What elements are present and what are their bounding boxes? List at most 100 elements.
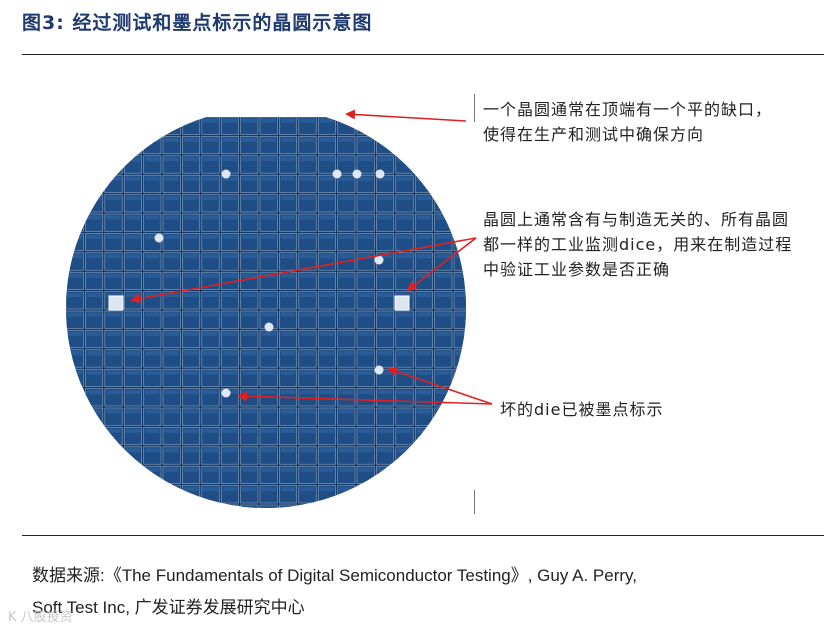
die-highlight: [300, 215, 315, 220]
die-highlight: [455, 312, 467, 317]
die-highlight: [377, 331, 393, 336]
die-highlight: [319, 157, 335, 162]
die-highlight: [377, 196, 393, 201]
die-highlight: [261, 196, 276, 201]
die-highlight: [203, 293, 218, 298]
die-highlight: [300, 234, 315, 239]
die-highlight: [436, 273, 451, 278]
die-highlight: [436, 351, 451, 356]
die-highlight: [300, 312, 315, 317]
die-highlight: [319, 409, 335, 414]
notch-arrow: [345, 109, 467, 122]
die-highlight: [339, 293, 354, 298]
die-highlight: [242, 254, 257, 259]
die-highlight: [300, 176, 315, 181]
die-highlight: [145, 234, 160, 239]
die-highlight: [222, 157, 238, 162]
bad-die-arrow-top: [387, 366, 493, 405]
die-highlight: [261, 390, 276, 395]
die-highlight: [183, 196, 199, 201]
test-die: [394, 295, 410, 311]
die-highlight: [125, 234, 141, 239]
die-highlight: [377, 215, 393, 220]
wafer-diagram: [65, 109, 493, 508]
die-highlight: [145, 215, 160, 220]
ink-dot: [374, 255, 384, 265]
die-highlight: [86, 370, 102, 375]
die-highlight: [164, 448, 179, 453]
die-highlight: [145, 293, 160, 298]
die-highlight: [319, 428, 335, 433]
die-highlight: [203, 448, 218, 453]
die-highlight: [261, 293, 276, 298]
die-highlight: [222, 467, 238, 472]
ink-dot: [374, 365, 384, 375]
figure-title: 图3: 经过测试和墨点标示的晶圆示意图: [22, 12, 373, 34]
die-highlight: [377, 448, 393, 453]
die-highlight: [319, 351, 335, 356]
die-highlight: [67, 234, 82, 239]
die-highlight: [145, 196, 160, 201]
die-highlight: [436, 234, 451, 239]
die-highlight: [222, 118, 238, 123]
arrows: [130, 109, 493, 405]
die-highlight: [242, 196, 257, 201]
test-die-arrow-right: [406, 237, 477, 292]
die-highlight: [261, 331, 276, 336]
die: [65, 213, 84, 232]
die-highlight: [203, 506, 218, 508]
die-highlight: [86, 215, 102, 220]
annotation-test-dice: 晶圆上通常含有与制造无关的、所有晶圆都一样的工业监测dice，用来在制造过程中验…: [483, 210, 793, 279]
die-highlight: [222, 215, 238, 220]
die-highlight: [261, 215, 276, 220]
die-highlight: [280, 506, 296, 508]
die-highlight: [106, 312, 121, 317]
die-highlight: [183, 428, 199, 433]
die-highlight: [261, 157, 276, 162]
die-highlight: [358, 137, 373, 142]
annotation-notch: 一个晶圆通常在顶端有一个平的缺口，使得在生产和测试中确保方向: [483, 100, 773, 144]
die-highlight: [203, 234, 218, 239]
die-highlight: [319, 254, 335, 259]
die-highlight: [242, 487, 257, 492]
die-highlight: [397, 137, 412, 142]
die-highlight: [106, 273, 121, 278]
die-highlight: [339, 254, 354, 259]
die-highlight: [358, 196, 373, 201]
die-highlight: [242, 409, 257, 414]
die-highlight: [397, 331, 412, 336]
die-highlight: [106, 428, 121, 433]
die-highlight: [300, 467, 315, 472]
die-highlight: [164, 487, 179, 492]
die-highlight: [377, 273, 393, 278]
die-highlight: [416, 254, 432, 259]
die-highlight: [86, 312, 102, 317]
die-highlight: [280, 137, 296, 142]
die-highlight: [358, 157, 373, 162]
die-highlight: [261, 234, 276, 239]
die-highlight: [436, 331, 451, 336]
die-highlight: [339, 331, 354, 336]
die-highlight: [377, 293, 393, 298]
die-highlight: [319, 176, 335, 181]
die-highlight: [280, 293, 296, 298]
die-highlight: [339, 196, 354, 201]
die-highlight: [242, 312, 257, 317]
die-highlight: [145, 176, 160, 181]
die-highlight: [261, 409, 276, 414]
die-highlight: [339, 312, 354, 317]
die-highlight: [67, 273, 82, 278]
die-highlight: [164, 390, 179, 395]
die-highlight: [203, 370, 218, 375]
die-highlight: [242, 118, 257, 123]
die-highlight: [339, 215, 354, 220]
die-highlight: [222, 273, 238, 278]
die-highlight: [242, 448, 257, 453]
die-highlight: [280, 390, 296, 395]
die-highlight: [125, 137, 141, 142]
die-highlight: [145, 254, 160, 259]
die-highlight: [377, 467, 393, 472]
die-highlight: [242, 351, 257, 356]
ink-dot: [332, 169, 342, 179]
die-highlight: [145, 409, 160, 414]
